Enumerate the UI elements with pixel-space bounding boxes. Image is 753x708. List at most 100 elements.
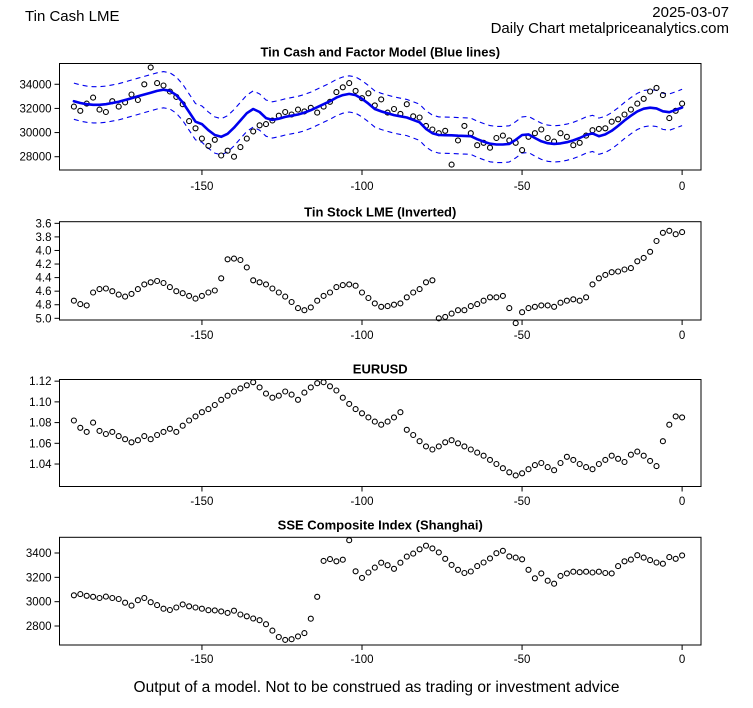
data-point — [435, 315, 442, 322]
data-point — [320, 379, 327, 386]
data-point — [250, 379, 257, 386]
x-tick-label: -100 — [350, 654, 373, 666]
data-point — [608, 452, 615, 459]
data-point — [90, 289, 97, 296]
data-point — [358, 574, 366, 581]
data-point — [358, 289, 366, 296]
data-point — [627, 265, 634, 272]
data-point — [102, 108, 109, 116]
data-point — [83, 592, 90, 599]
data-point — [115, 433, 122, 440]
data-point — [192, 295, 199, 302]
data-point — [499, 132, 506, 139]
x-tick-label: 0 — [679, 496, 685, 508]
data-point — [474, 142, 481, 149]
data-point — [384, 303, 391, 310]
data-point — [96, 594, 103, 602]
data-point — [512, 472, 519, 479]
data-point — [205, 607, 212, 614]
data-point — [128, 602, 135, 609]
data-point — [647, 88, 654, 95]
data-point — [282, 388, 289, 395]
x-tick-label: -150 — [190, 496, 213, 508]
data-point — [653, 463, 660, 470]
data-point — [205, 289, 212, 296]
data-point — [301, 630, 308, 637]
data-point — [96, 427, 103, 434]
plot-box — [59, 536, 702, 646]
data-point — [499, 547, 506, 554]
data-point — [429, 277, 436, 284]
data-point — [666, 115, 673, 122]
data-point — [647, 457, 654, 464]
data-point — [365, 294, 372, 302]
data-point — [454, 307, 462, 314]
data-point — [519, 147, 526, 154]
data-point — [250, 277, 257, 284]
y-tick-label: 3400 — [26, 548, 52, 560]
x-tick-label: -100 — [350, 496, 373, 508]
data-point — [365, 569, 372, 576]
header-right: 2025-03-07 Daily Chart metalpriceanalyti… — [491, 5, 729, 37]
data-point — [70, 592, 77, 599]
data-point — [269, 394, 276, 401]
data-point — [326, 383, 334, 390]
data-point — [198, 135, 205, 142]
data-point — [186, 118, 193, 125]
data-point — [218, 608, 225, 615]
data-point — [538, 126, 545, 133]
data-point — [486, 555, 494, 562]
data-point — [480, 559, 487, 566]
data-point — [448, 310, 455, 317]
data-point — [474, 563, 481, 570]
data-point — [211, 136, 218, 143]
data-point — [576, 460, 583, 468]
data-point — [544, 134, 551, 142]
data-point — [506, 469, 513, 476]
data-point — [416, 438, 423, 445]
data-point — [192, 125, 199, 132]
data-point — [448, 161, 455, 168]
data-point — [544, 577, 551, 584]
data-point — [230, 255, 238, 262]
data-point — [576, 297, 583, 304]
data-point — [640, 254, 647, 261]
data-point — [83, 302, 90, 309]
data-point — [442, 555, 449, 562]
data-point — [237, 611, 244, 618]
data-point — [679, 552, 686, 559]
data-point — [96, 286, 103, 293]
data-point — [640, 452, 647, 459]
data-point — [262, 621, 270, 628]
data-point — [429, 545, 436, 552]
data-point — [589, 569, 596, 576]
data-point — [583, 568, 590, 575]
data-point — [134, 96, 141, 104]
data-point — [672, 413, 679, 420]
data-point — [448, 561, 455, 568]
data-point — [615, 455, 622, 462]
data-point — [672, 555, 679, 562]
data-point — [589, 466, 596, 473]
tin-stock-points — [70, 227, 686, 327]
y-tick-label: 28000 — [20, 152, 52, 164]
data-point — [352, 568, 359, 575]
data-point — [224, 147, 231, 154]
data-point — [403, 553, 410, 560]
data-point — [410, 550, 417, 557]
data-point — [467, 446, 474, 453]
data-point — [211, 287, 218, 294]
model-line — [72, 88, 684, 146]
chart-panel-sse-composite: SSE Composite Index (Shanghai) 2800 3000 32… — [26, 518, 702, 666]
data-point — [595, 125, 602, 132]
data-point — [634, 100, 641, 107]
data-point — [378, 421, 385, 428]
data-point — [397, 559, 404, 566]
data-point — [563, 570, 570, 577]
data-point — [454, 137, 462, 144]
sse-points — [70, 537, 686, 643]
data-point — [506, 553, 513, 560]
data-point — [474, 301, 481, 308]
data-point — [461, 569, 468, 577]
data-point — [166, 425, 173, 432]
